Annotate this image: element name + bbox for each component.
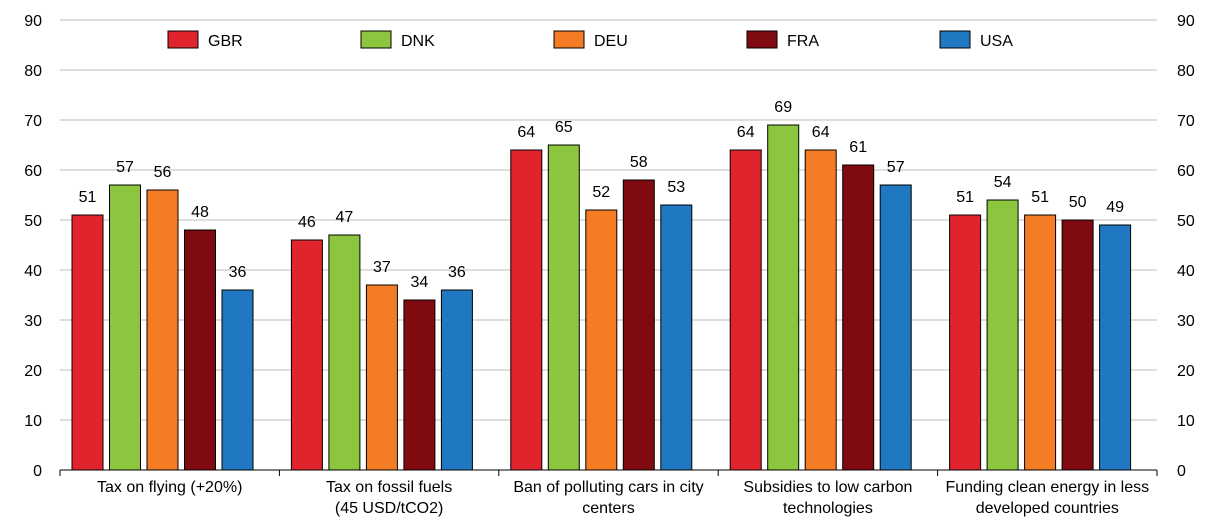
bar-dnk <box>547 144 580 471</box>
bar-gbr <box>71 214 104 471</box>
y-tick-label-right: 10 <box>1177 413 1195 430</box>
bar-fra <box>622 179 655 471</box>
y-tick-label-right: 60 <box>1177 163 1195 180</box>
bar-deu <box>365 284 398 471</box>
y-tick-label-right: 30 <box>1177 313 1195 330</box>
bar-fra <box>1061 219 1094 471</box>
bar-fra <box>842 164 875 471</box>
data-label: 57 <box>116 159 134 176</box>
y-tick-label-left: 60 <box>24 163 42 180</box>
y-tick-label-right: 20 <box>1177 363 1195 380</box>
legend-swatch <box>167 30 199 49</box>
data-label: 37 <box>373 259 391 276</box>
data-label: 51 <box>79 189 97 206</box>
y-tick-label-right: 80 <box>1177 63 1195 80</box>
y-tick-label-right: 0 <box>1177 463 1186 480</box>
x-tick-label: Ban of polluting cars in city <box>513 479 703 496</box>
data-label: 49 <box>1106 199 1124 216</box>
data-label: 53 <box>667 179 685 196</box>
data-label: 36 <box>448 264 466 281</box>
x-tick-label: centers <box>582 500 634 517</box>
data-label: 36 <box>229 264 247 281</box>
bar-gbr <box>949 214 982 471</box>
x-tick-label: Subsidies to low carbon <box>743 479 912 496</box>
legend-label: FRA <box>787 33 819 50</box>
data-label: 51 <box>956 189 974 206</box>
y-tick-label-right: 40 <box>1177 263 1195 280</box>
bar-deu <box>1024 214 1057 471</box>
legend-label: USA <box>980 33 1013 50</box>
y-tick-label-left: 30 <box>24 313 42 330</box>
x-tick-label: Tax on fossil fuels <box>326 479 452 496</box>
bar-deu <box>804 149 837 471</box>
legend-swatch <box>360 30 392 49</box>
data-label: 56 <box>154 164 172 181</box>
bar-usa <box>221 289 254 471</box>
data-label: 46 <box>298 214 316 231</box>
data-label: 61 <box>849 139 867 156</box>
data-label: 52 <box>592 184 610 201</box>
data-label: 64 <box>737 124 755 141</box>
legend-label: DEU <box>594 33 628 50</box>
x-tick-label: Funding clean energy in less <box>945 479 1149 496</box>
data-label: 48 <box>191 204 209 221</box>
y-tick-label-left: 70 <box>24 113 42 130</box>
data-label: 34 <box>411 274 429 291</box>
y-tick-label-left: 50 <box>24 213 42 230</box>
data-label: 69 <box>774 99 792 116</box>
bar-fra <box>184 229 216 471</box>
x-tick-label: developed countries <box>976 500 1119 517</box>
data-label: 65 <box>555 119 573 136</box>
bar-usa <box>660 204 693 471</box>
x-tick-label: Tax on flying (+20%) <box>97 479 242 496</box>
bar-gbr <box>290 239 323 471</box>
legend-label: GBR <box>208 33 243 50</box>
bar-fra <box>403 299 436 471</box>
bar-gbr <box>729 149 762 471</box>
data-label: 47 <box>336 209 354 226</box>
bar-usa <box>879 184 912 471</box>
data-label: 64 <box>812 124 830 141</box>
bar-dnk <box>328 234 361 471</box>
legend-swatch <box>746 30 778 49</box>
legend-label: DNK <box>401 33 435 50</box>
y-tick-label-left: 10 <box>24 413 42 430</box>
bar-usa <box>440 289 473 471</box>
bar-usa <box>1099 224 1132 471</box>
data-label: 54 <box>994 174 1012 191</box>
x-tick-label: (45 USD/tCO2) <box>335 500 443 517</box>
bar-dnk <box>767 124 800 471</box>
bar-deu <box>585 209 618 471</box>
data-label: 51 <box>1031 189 1049 206</box>
y-tick-label-left: 40 <box>24 263 42 280</box>
y-tick-label-left: 0 <box>33 463 42 480</box>
data-label: 50 <box>1069 194 1087 211</box>
bar-gbr <box>510 149 543 471</box>
data-label: 57 <box>887 159 905 176</box>
bar-dnk <box>109 184 141 471</box>
y-tick-label-left: 90 <box>24 13 42 30</box>
y-tick-label-right: 50 <box>1177 213 1195 230</box>
x-tick-label: technologies <box>783 500 873 517</box>
bar-dnk <box>986 199 1019 471</box>
y-tick-label-right: 90 <box>1177 13 1195 30</box>
legend-swatch <box>939 30 971 49</box>
y-tick-label-left: 80 <box>24 63 42 80</box>
y-tick-label-left: 20 <box>24 363 42 380</box>
legend-swatch <box>553 30 585 49</box>
data-label: 58 <box>630 154 648 171</box>
bar-deu <box>146 189 179 471</box>
data-label: 64 <box>517 124 535 141</box>
y-tick-label-right: 70 <box>1177 113 1195 130</box>
